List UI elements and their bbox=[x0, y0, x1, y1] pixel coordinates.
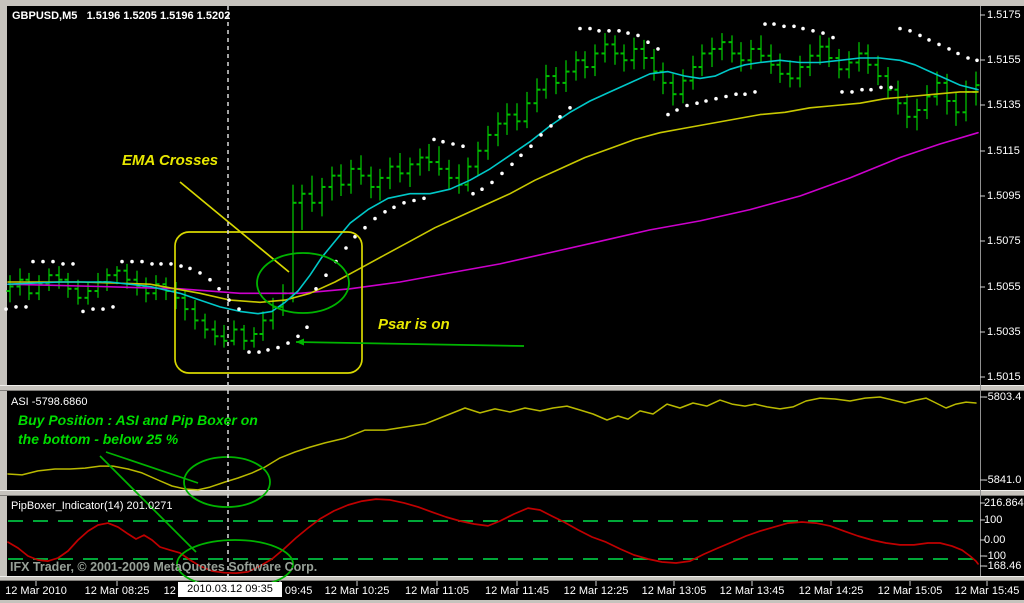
annotation-psar-is-on: Psar is on bbox=[378, 316, 450, 333]
platform-watermark: IFX Trader, © 2001-2009 MetaQuotes Softw… bbox=[10, 560, 318, 574]
annotation-buy-position-line1: Buy Position : ASI and Pip Boxer on bbox=[18, 412, 258, 428]
annotation-ema-crosses: EMA Crosses bbox=[122, 152, 219, 169]
splitter-pipboxer-timeaxis[interactable] bbox=[0, 576, 1024, 581]
symbol-ohlc-title: GBPUSD,M5 1.5196 1.5205 1.5196 1.5202 bbox=[12, 10, 231, 22]
annotation-buy-position-line2: the bottom - below 25 % bbox=[18, 431, 179, 447]
time-axis-strip[interactable] bbox=[0, 581, 1024, 600]
main-chart-pane[interactable] bbox=[7, 6, 980, 385]
pipboxer-indicator-label: PipBoxer_Indicator(14) 201.0271 bbox=[11, 500, 173, 512]
splitter-asi-pipboxer[interactable] bbox=[0, 490, 1024, 496]
asi-indicator-label: ASI -5798.6860 bbox=[11, 396, 88, 408]
splitter-main-asi[interactable] bbox=[0, 385, 1024, 391]
crosshair-date-tooltip: 2010.03.12 09:35 bbox=[178, 582, 282, 597]
